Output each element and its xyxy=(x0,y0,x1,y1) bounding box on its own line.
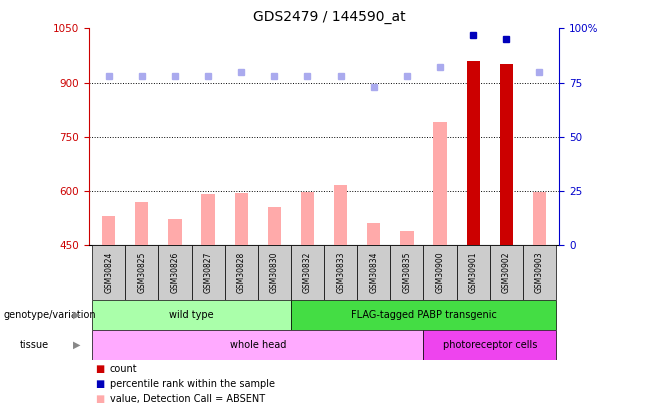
Text: GSM30827: GSM30827 xyxy=(203,252,213,293)
Text: percentile rank within the sample: percentile rank within the sample xyxy=(110,379,275,389)
Bar xyxy=(135,202,149,245)
Text: genotype/variation: genotype/variation xyxy=(3,310,96,320)
Bar xyxy=(258,245,291,300)
Text: GSM30830: GSM30830 xyxy=(270,252,279,293)
Bar xyxy=(334,185,347,245)
Bar xyxy=(102,216,115,245)
Bar xyxy=(201,194,215,245)
Bar xyxy=(92,330,424,360)
Text: tissue: tissue xyxy=(20,340,49,350)
Bar xyxy=(367,224,380,245)
Bar xyxy=(168,219,182,245)
Bar xyxy=(523,245,556,300)
Text: ■: ■ xyxy=(95,379,105,389)
Bar xyxy=(235,193,248,245)
Text: ▶: ▶ xyxy=(74,310,81,320)
Text: GDS2479 / 144590_at: GDS2479 / 144590_at xyxy=(253,10,405,24)
Bar xyxy=(191,245,224,300)
Bar xyxy=(125,245,159,300)
Bar xyxy=(490,245,523,300)
Text: count: count xyxy=(110,364,138,373)
Bar xyxy=(92,245,125,300)
Bar xyxy=(324,245,357,300)
Bar xyxy=(424,330,556,360)
Bar xyxy=(224,245,258,300)
Text: GSM30902: GSM30902 xyxy=(502,252,511,293)
Bar xyxy=(457,245,490,300)
Bar xyxy=(533,192,546,245)
Bar xyxy=(291,245,324,300)
Text: GSM30825: GSM30825 xyxy=(138,252,146,293)
Text: GSM30824: GSM30824 xyxy=(104,252,113,293)
Text: wild type: wild type xyxy=(169,310,214,320)
Text: GSM30903: GSM30903 xyxy=(535,252,544,293)
Bar xyxy=(291,300,556,330)
Text: whole head: whole head xyxy=(230,340,286,350)
Text: GSM30835: GSM30835 xyxy=(403,252,411,293)
Text: ▶: ▶ xyxy=(74,340,81,350)
Bar xyxy=(301,192,314,245)
Text: GSM30828: GSM30828 xyxy=(237,252,245,293)
Bar xyxy=(467,61,480,245)
Bar xyxy=(92,300,291,330)
Text: ■: ■ xyxy=(95,364,105,373)
Text: GSM30826: GSM30826 xyxy=(170,252,180,293)
Bar xyxy=(357,245,390,300)
Text: value, Detection Call = ABSENT: value, Detection Call = ABSENT xyxy=(110,394,265,404)
Bar xyxy=(390,245,424,300)
Text: GSM30832: GSM30832 xyxy=(303,252,312,293)
Text: ■: ■ xyxy=(95,394,105,404)
Text: GSM30900: GSM30900 xyxy=(436,252,445,293)
Bar xyxy=(268,207,281,245)
Text: GSM30901: GSM30901 xyxy=(468,252,478,293)
Text: GSM30834: GSM30834 xyxy=(369,252,378,293)
Bar xyxy=(434,122,447,245)
Text: photoreceptor cells: photoreceptor cells xyxy=(443,340,537,350)
Bar xyxy=(424,245,457,300)
Bar xyxy=(499,64,513,245)
Bar xyxy=(400,230,413,245)
Bar xyxy=(159,245,191,300)
Text: FLAG-tagged PABP transgenic: FLAG-tagged PABP transgenic xyxy=(351,310,496,320)
Text: GSM30833: GSM30833 xyxy=(336,252,345,293)
